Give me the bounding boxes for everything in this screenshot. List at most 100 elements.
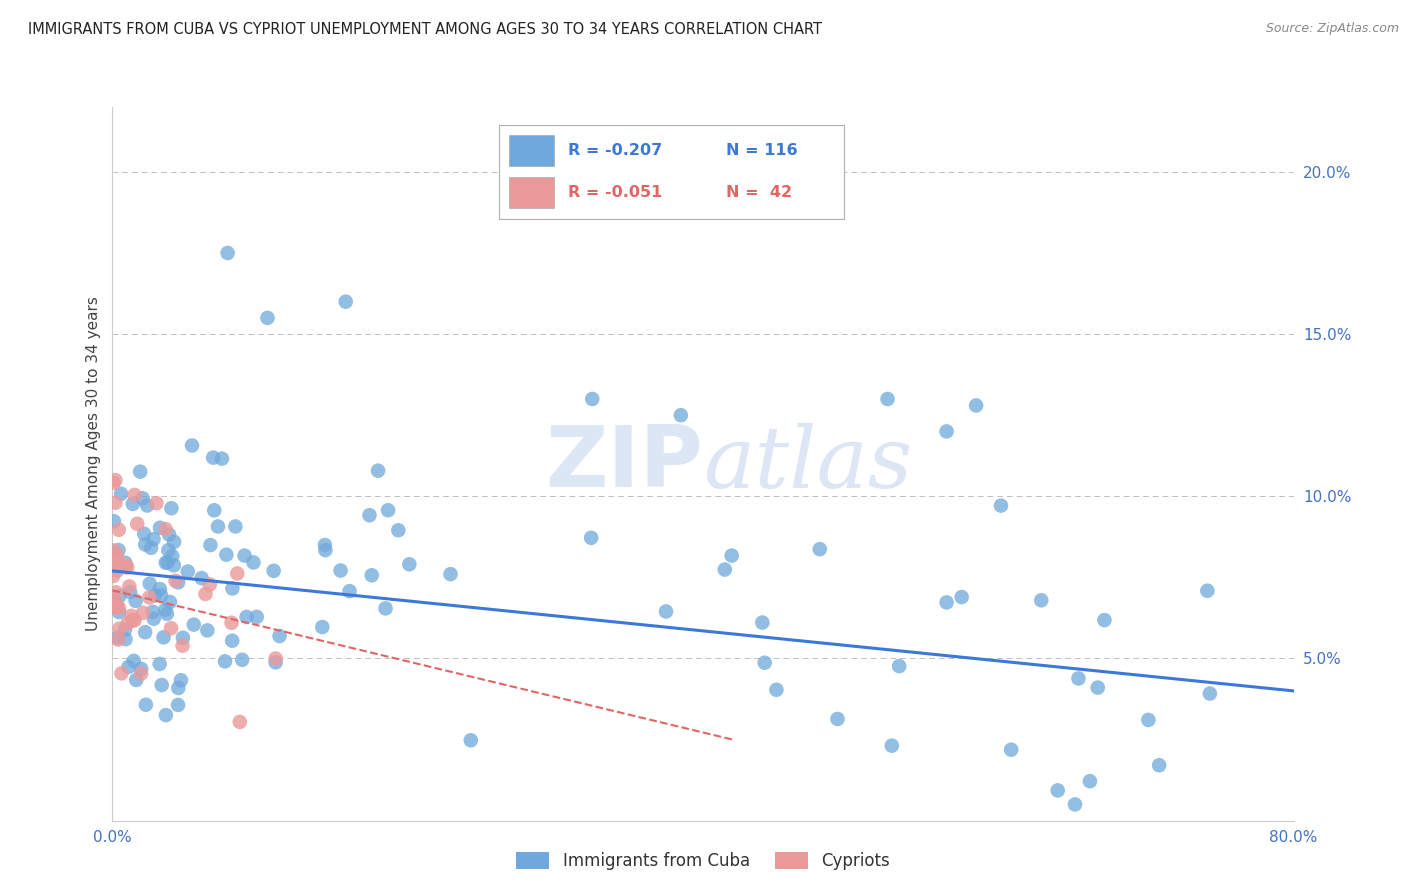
Point: [139, 576, 162, 591]
Point: [1067, 672, 1090, 686]
Point: [134, 526, 156, 541]
Point: [387, 523, 409, 537]
Point: [194, 587, 217, 601]
Point: [103, 559, 125, 574]
Point: [129, 465, 152, 479]
Point: [1199, 687, 1222, 701]
Point: [114, 632, 136, 647]
Point: [103, 597, 125, 611]
Point: [167, 575, 190, 590]
Point: [104, 595, 127, 609]
FancyBboxPatch shape: [509, 136, 554, 166]
Point: [142, 612, 165, 626]
Point: [217, 246, 239, 260]
Point: [398, 558, 420, 572]
Point: [150, 678, 173, 692]
Point: [136, 499, 159, 513]
Point: [114, 623, 136, 637]
Point: [765, 682, 787, 697]
Point: [226, 566, 249, 581]
Legend: Immigrants from Cuba, Cypriots: Immigrants from Cuba, Cypriots: [509, 845, 897, 877]
Point: [142, 533, 165, 547]
Point: [713, 562, 735, 576]
Point: [439, 567, 461, 582]
Point: [157, 543, 180, 558]
Point: [105, 585, 128, 599]
Point: [367, 464, 389, 478]
Point: [131, 491, 153, 506]
Point: [460, 733, 482, 747]
Point: [110, 487, 132, 501]
Text: atlas: atlas: [703, 423, 912, 505]
Point: [172, 631, 194, 645]
Point: [142, 605, 165, 619]
Point: [104, 496, 127, 510]
Point: [1197, 583, 1219, 598]
Point: [190, 571, 212, 585]
Point: [129, 662, 152, 676]
Point: [103, 514, 125, 528]
Point: [108, 605, 131, 619]
Point: [235, 610, 257, 624]
Point: [233, 549, 256, 563]
Point: [163, 558, 186, 573]
Point: [1087, 681, 1109, 695]
Point: [115, 558, 138, 573]
Point: [167, 681, 190, 695]
Point: [105, 548, 128, 562]
Point: [1000, 742, 1022, 756]
Point: [935, 425, 957, 439]
Point: [155, 708, 177, 723]
Point: [121, 613, 143, 627]
Point: [114, 556, 136, 570]
Point: [107, 523, 129, 537]
Point: [335, 294, 357, 309]
Point: [215, 548, 238, 562]
Point: [1094, 613, 1116, 627]
Point: [377, 503, 399, 517]
Point: [108, 589, 131, 603]
Point: [229, 714, 252, 729]
Point: [110, 666, 132, 681]
Point: [103, 569, 125, 583]
Point: [165, 574, 187, 588]
Point: [132, 606, 155, 620]
Text: IMMIGRANTS FROM CUBA VS CYPRIOT UNEMPLOYMENT AMONG AGES 30 TO 34 YEARS CORRELATI: IMMIGRANTS FROM CUBA VS CYPRIOT UNEMPLOY…: [28, 22, 823, 37]
Text: N = 116: N = 116: [727, 143, 799, 158]
Point: [117, 660, 139, 674]
Point: [264, 656, 287, 670]
Point: [135, 698, 157, 712]
Point: [121, 497, 143, 511]
Point: [172, 639, 194, 653]
Point: [160, 621, 183, 635]
Point: [170, 673, 193, 688]
Point: [754, 656, 776, 670]
Point: [167, 698, 190, 712]
Point: [311, 620, 333, 634]
Point: [149, 657, 172, 671]
Text: R = -0.051: R = -0.051: [568, 186, 662, 201]
Point: [1064, 797, 1087, 812]
Point: [246, 610, 269, 624]
Point: [134, 625, 156, 640]
Point: [1078, 774, 1101, 789]
Point: [269, 629, 291, 643]
Point: [655, 605, 678, 619]
Point: [579, 531, 602, 545]
Point: [359, 508, 381, 523]
Point: [105, 564, 128, 578]
Point: [314, 543, 336, 558]
Y-axis label: Unemployment Among Ages 30 to 34 years: Unemployment Among Ages 30 to 34 years: [86, 296, 101, 632]
Point: [105, 631, 128, 645]
Point: [1046, 783, 1069, 797]
Point: [221, 615, 243, 630]
Point: [138, 591, 160, 605]
Text: ZIP: ZIP: [546, 422, 703, 506]
Point: [990, 499, 1012, 513]
Point: [950, 590, 973, 604]
Point: [162, 549, 184, 563]
Point: [134, 537, 156, 551]
Point: [155, 556, 177, 570]
Point: [104, 473, 127, 487]
Point: [143, 588, 166, 602]
